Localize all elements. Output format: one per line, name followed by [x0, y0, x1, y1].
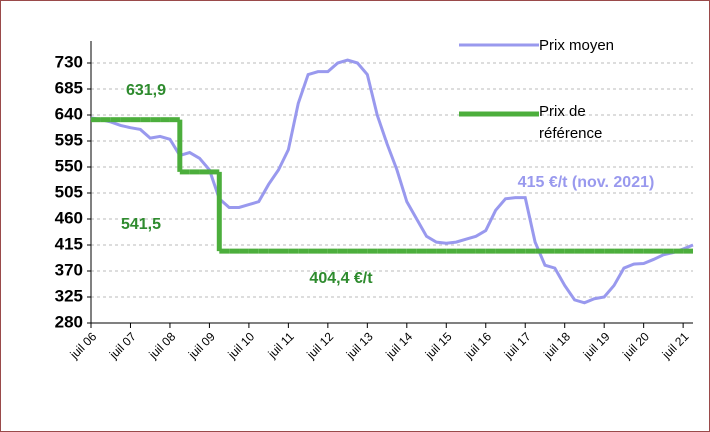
- y-tick-label: 370: [55, 260, 83, 279]
- y-tick-label: 595: [55, 130, 83, 149]
- annotation: 631,9: [126, 82, 166, 99]
- legend-label: Prix de référence: [539, 103, 603, 142]
- x-tick-label: juil 20: [619, 329, 652, 362]
- x-tick-label: juil 14: [382, 329, 415, 362]
- x-tick-label: juil 15: [422, 329, 455, 362]
- x-tick-label: juil 07: [106, 329, 139, 362]
- x-tick-label: juil 17: [501, 329, 534, 362]
- y-tick-label: 685: [55, 78, 83, 97]
- price-line: [90, 58, 694, 305]
- x-tick-label: juil 13: [343, 329, 376, 362]
- y-tick-label: 550: [55, 156, 83, 175]
- x-tick-label: juil 16: [461, 329, 494, 362]
- annotation: 415 €/t (nov. 2021): [518, 174, 655, 191]
- y-tick-label: 460: [55, 208, 83, 227]
- x-tick-label: juil 08: [146, 329, 179, 362]
- y-tick-label: 505: [55, 182, 83, 201]
- x-tick-label: juil 19: [580, 329, 613, 362]
- x-tick-label: juil 09: [185, 329, 218, 362]
- annotation: 541,5: [121, 216, 161, 233]
- x-tick-label: juil 06: [67, 329, 100, 362]
- y-tick-label: 280: [55, 312, 83, 331]
- x-tick-label: juil 12: [303, 329, 336, 362]
- x-tick-label: juil 21: [659, 329, 692, 362]
- x-tick-label: juil 18: [540, 329, 573, 362]
- y-tick-label: 640: [55, 104, 83, 123]
- legend-label: Prix moyen: [539, 37, 615, 54]
- y-tick-label: 325: [55, 286, 83, 305]
- annotation: 404,4 €/t: [309, 270, 373, 287]
- x-tick-label: juil 11: [265, 329, 297, 361]
- y-tick-label: 730: [55, 52, 83, 71]
- y-tick-label: 415: [55, 234, 83, 253]
- x-tick-label: juil 10: [224, 329, 257, 362]
